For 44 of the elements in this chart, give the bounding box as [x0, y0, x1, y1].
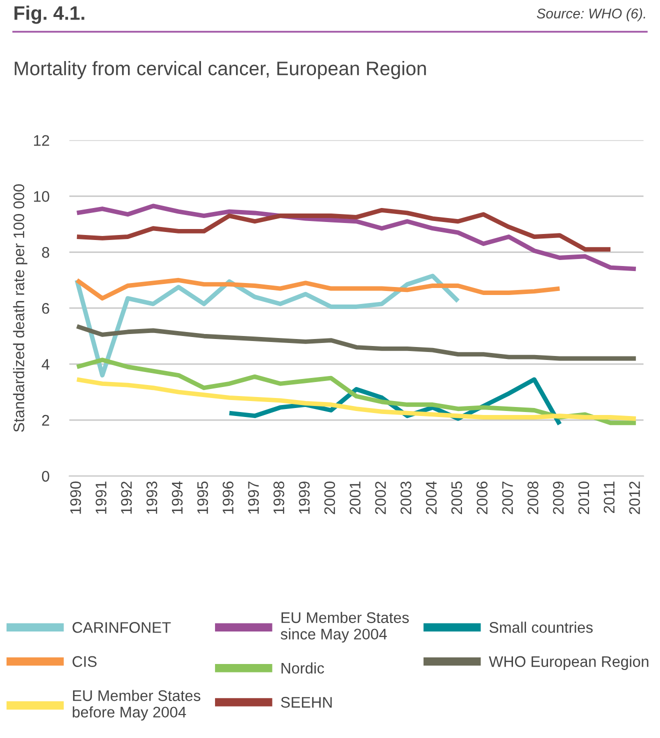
legend-label: EU Member States before May 2004	[72, 690, 200, 721]
x-tick-label: 2006	[476, 482, 488, 514]
x-tick-label: 1995	[197, 482, 208, 514]
y-tick-label: 12	[34, 135, 50, 146]
x-tick-label: 2002	[375, 482, 386, 514]
x-tick-label: 2009	[552, 482, 564, 514]
y-tick-label: 6	[42, 302, 50, 314]
chart-title: Mortality from cervical cancer, European Region	[14, 61, 426, 80]
x-tick-label: 1991	[96, 482, 106, 514]
x-tick-label: 1996	[222, 482, 234, 514]
x-tick-label: 1998	[273, 482, 284, 514]
x-tick-label: 2012	[629, 482, 640, 514]
x-tick-label: 2008	[528, 482, 538, 514]
legend-label: Nordic	[282, 662, 324, 674]
x-tick-label: 1993	[146, 482, 158, 514]
x-tick-label: 2011	[604, 482, 615, 513]
x-tick-label: 1997	[248, 482, 259, 514]
x-tick-label: 2001	[350, 482, 360, 514]
x-tick-label: 2005	[451, 482, 462, 514]
x-tick-label: 2003	[400, 482, 412, 514]
line-series	[74, 274, 460, 378]
y-axis-title: Standardized death rate per 100 000	[13, 184, 28, 432]
x-tick-label: 1994	[172, 481, 183, 514]
y-tick-label: 2	[42, 414, 50, 426]
x-tick-label: 2000	[324, 481, 336, 514]
y-tick-label: 8	[42, 247, 50, 258]
legend-label: SEEHN	[281, 696, 332, 708]
legend-label: WHO European Region	[488, 656, 648, 670]
x-tick-label: 2007	[502, 482, 513, 514]
caption: Fig. 4.1.	[14, 6, 84, 24]
source-note: Source: WHO (6).	[536, 8, 646, 22]
x-tick-label: 2004	[426, 481, 437, 514]
x-tick-label: 1999	[298, 482, 310, 514]
legend-label: CARINFONET	[72, 622, 171, 633]
y-tick-label: 0	[42, 470, 50, 482]
x-tick-label: 1992	[121, 482, 132, 514]
legend-label: Small countries	[490, 622, 593, 633]
x-tick-label: 1990	[70, 481, 82, 514]
legend-label: CIS	[72, 656, 97, 667]
y-tick-label: 10	[34, 191, 50, 202]
line-series	[74, 278, 562, 301]
legend-label: EU Member States since May 2004	[280, 612, 409, 643]
x-tick-label: 2010	[578, 481, 590, 514]
y-tick-label: 4	[42, 359, 50, 370]
